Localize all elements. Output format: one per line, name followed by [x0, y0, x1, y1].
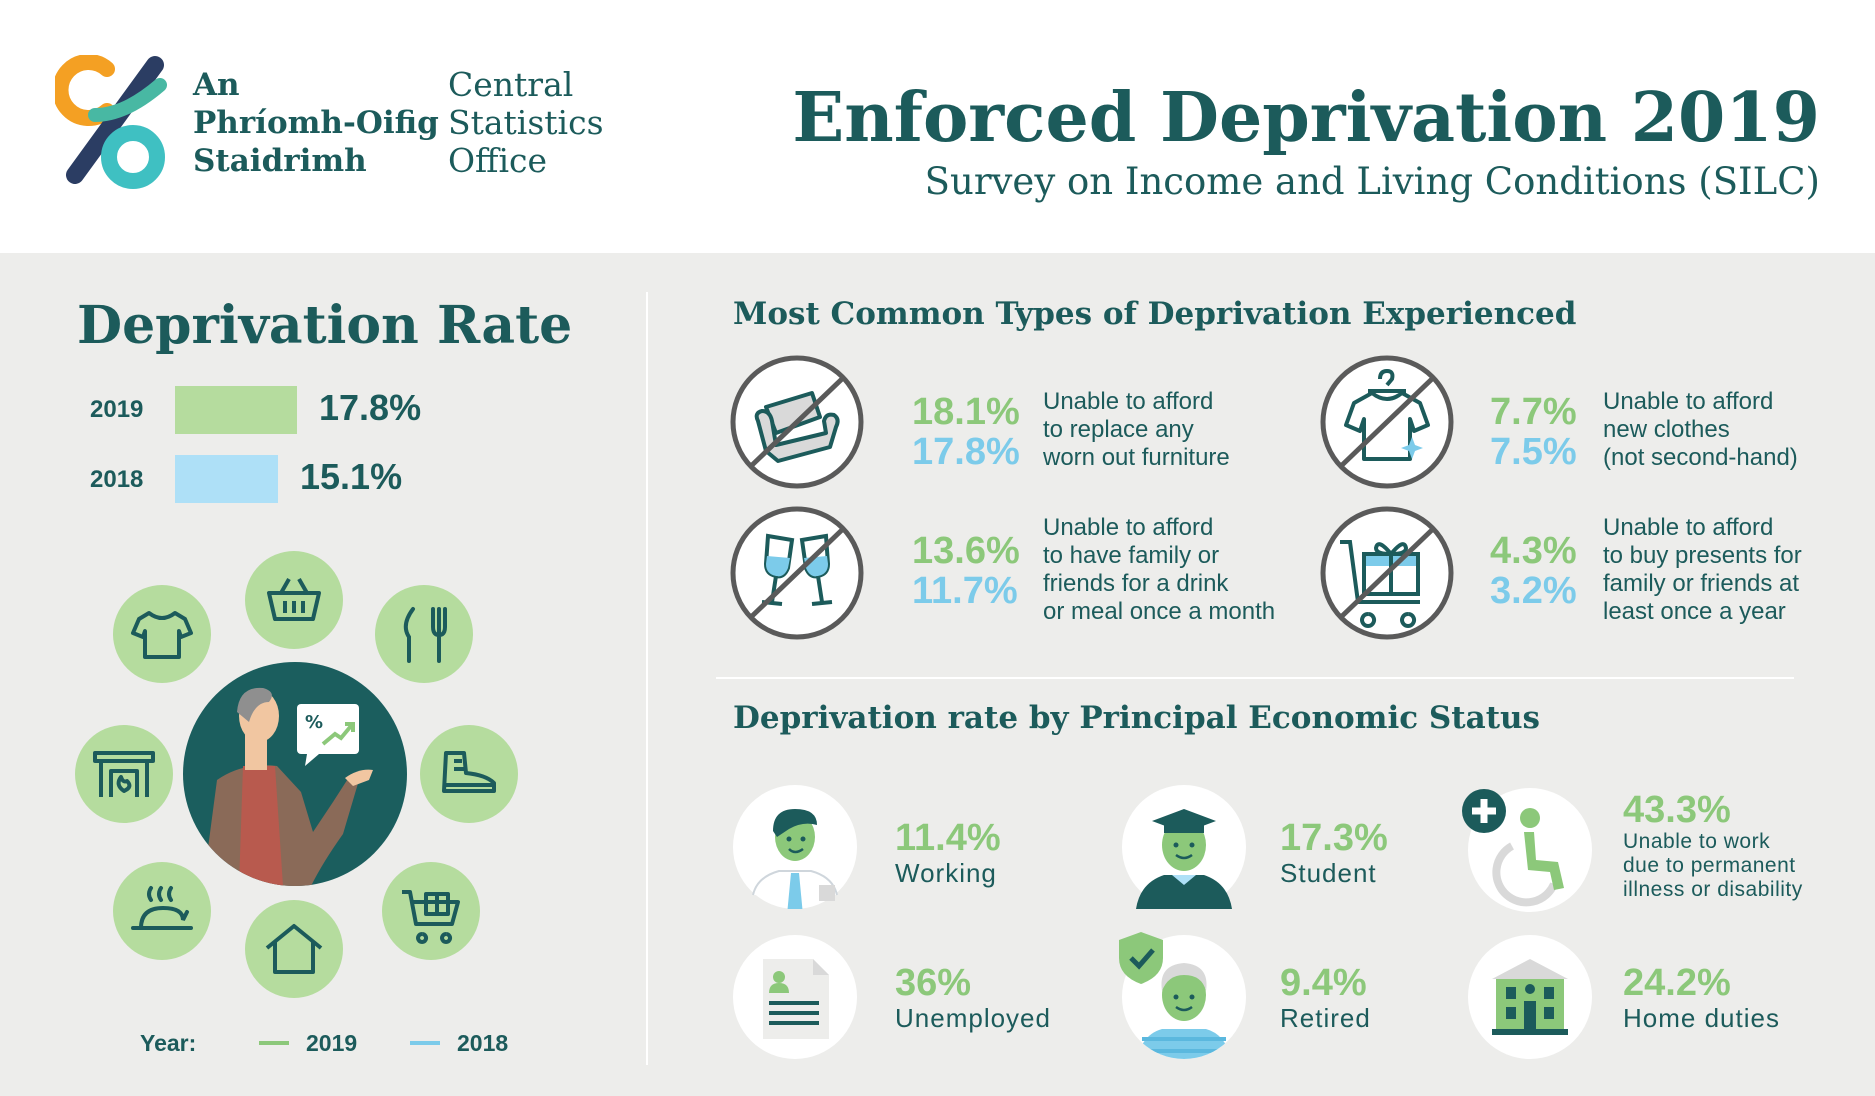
medical-cross-icon [1462, 789, 1506, 833]
type-drink-2018: 11.7% [912, 570, 1018, 612]
type-clothes-values: 7.7% 7.5% [1490, 392, 1577, 472]
type-furniture-desc-line: worn out furniture [1043, 444, 1230, 471]
horizontal-divider [716, 677, 1794, 679]
person-talking-icon: % [183, 662, 407, 886]
type-furniture-2018: 17.8% [912, 431, 1020, 473]
logo-english-line-2: Statistics [448, 103, 604, 142]
tshirt-icon [113, 585, 211, 683]
status-illness: 43.3% Unable to work due to permanent il… [1623, 790, 1803, 902]
bar-2018 [175, 455, 278, 503]
legend-line-2019 [259, 1041, 289, 1045]
basket-icon [245, 551, 343, 649]
type-drink-desc-line: friends for a drink [1043, 570, 1229, 597]
type-drink-desc-line: to have family or [1043, 542, 1220, 569]
status-unemployed-label: Unemployed [895, 1003, 1051, 1033]
type-presents-desc-line: least once a year [1603, 598, 1786, 625]
vertical-divider [646, 292, 648, 1065]
status-illness-label-line: due to permanent [1623, 854, 1796, 877]
legend-label-2019: 2019 [306, 1030, 358, 1056]
status-student-value: 17.3% [1280, 817, 1388, 859]
status-section-title: Deprivation rate by Principal Economic S… [733, 700, 1541, 736]
deprivation-rate-title: Deprivation Rate [77, 295, 573, 356]
type-drink-desc-line: Unable to afford [1043, 514, 1214, 541]
page-subtitle: Survey on Income and Living Conditions (… [924, 160, 1820, 203]
bar-value-2018: 15.1% [300, 456, 403, 497]
type-clothes-2019: 7.7% [1490, 391, 1577, 433]
type-drink-desc-line: or meal once a month [1043, 598, 1276, 625]
type-furniture-values: 18.1% 17.8% [912, 392, 1020, 472]
status-unemployed: 36% Unemployed [895, 963, 1051, 1033]
type-presents-2018: 3.2% [1490, 570, 1577, 612]
status-working: 11.4% Working [895, 818, 1001, 888]
type-furniture-2019: 18.1% [912, 391, 1020, 433]
type-presents-2019: 4.3% [1490, 530, 1577, 572]
status-retired-value: 9.4% [1280, 962, 1367, 1004]
status-illness-label-line: illness or disability [1623, 878, 1803, 901]
shield-check-icon [1119, 932, 1163, 984]
document-icon [733, 935, 857, 1059]
legend-label-2018: 2018 [457, 1030, 509, 1056]
status-retired-label: Retired [1280, 1003, 1371, 1033]
house-icon [245, 900, 343, 998]
tshirt-hanger-icon [1320, 355, 1454, 489]
type-furniture-desc: Unable to afford to replace any worn out… [1043, 388, 1230, 472]
cutlery-icon [375, 585, 473, 683]
status-home-duties-label: Home duties [1623, 1003, 1780, 1033]
logo-irish-line-3: Staidrimh [193, 143, 367, 179]
legend-title: Year: [140, 1030, 197, 1056]
sofa-icon [730, 355, 864, 489]
types-section-title: Most Common Types of Deprivation Experie… [733, 296, 1577, 332]
type-clothes-desc-line: Unable to afford [1603, 388, 1774, 415]
legend-line-2018 [410, 1041, 440, 1045]
roast-chicken-icon [113, 862, 211, 960]
type-clothes-desc: Unable to afford new clothes (not second… [1603, 388, 1798, 472]
bar-2019 [175, 386, 297, 434]
page-title: Enforced Deprivation 2019 [792, 78, 1820, 158]
svg-text:%: % [305, 712, 323, 733]
home-building-icon [1468, 935, 1592, 1059]
status-illness-value: 43.3% [1623, 789, 1731, 831]
logo-irish-line-2: Phríomh-Oifig [193, 105, 439, 141]
wine-glasses-icon [730, 506, 864, 640]
shoe-icon [420, 725, 518, 823]
status-retired: 9.4% Retired [1280, 963, 1371, 1033]
type-presents-desc-line: family or friends at [1603, 570, 1800, 597]
type-furniture-desc-line: Unable to afford [1043, 388, 1214, 415]
type-presents-desc-line: Unable to afford [1603, 514, 1774, 541]
type-presents-desc: Unable to afford to buy presents for fam… [1603, 514, 1802, 626]
type-furniture-desc-line: to replace any [1043, 416, 1194, 443]
trolley-gift-icon [382, 862, 480, 960]
logo-irish-line-1: An [193, 67, 240, 103]
type-clothes-desc-line: (not second-hand) [1603, 444, 1798, 471]
type-clothes-desc-line: new clothes [1603, 416, 1730, 443]
fireplace-icon [75, 725, 173, 823]
type-presents-desc-line: to buy presents for [1603, 542, 1802, 569]
bar-year-2018: 2018 [90, 466, 144, 493]
type-drink-2019: 13.6% [912, 530, 1020, 572]
type-drink-desc: Unable to afford to have family or frien… [1043, 514, 1275, 626]
bar-value-2019: 17.8% [319, 387, 422, 428]
logo-english-line-3: Office [448, 141, 548, 180]
bar-year-2019: 2019 [90, 396, 144, 423]
logo-english-line-1: Central [448, 65, 574, 104]
status-illness-label-line: Unable to work [1623, 830, 1771, 853]
type-presents-values: 4.3% 3.2% [1490, 531, 1577, 611]
status-student-label: Student [1280, 858, 1377, 888]
worker-icon [733, 785, 857, 915]
gift-trolley-icon [1320, 506, 1454, 640]
status-working-label: Working [895, 858, 997, 888]
logo-english-text: Central Statistics Office [448, 66, 604, 180]
student-icon [1122, 785, 1246, 909]
status-student: 17.3% Student [1280, 818, 1388, 888]
type-clothes-2018: 7.5% [1490, 431, 1577, 473]
status-working-value: 11.4% [895, 817, 1001, 859]
cso-logo-mark [55, 55, 167, 189]
type-drink-values: 13.6% 11.7% [912, 531, 1020, 611]
status-unemployed-value: 36% [895, 962, 972, 1004]
logo-irish-text: An Phríomh-Oifig Staidrimh [193, 66, 439, 180]
status-home-duties: 24.2% Home duties [1623, 963, 1780, 1033]
status-home-duties-value: 24.2% [1623, 962, 1731, 1004]
